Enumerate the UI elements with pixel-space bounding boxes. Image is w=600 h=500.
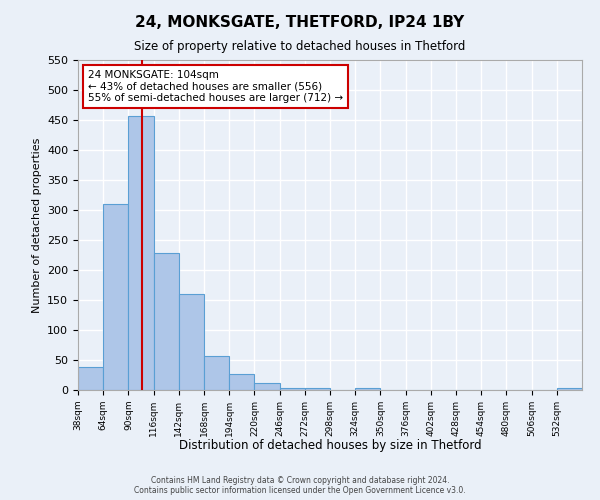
Bar <box>78 367 103 390</box>
Bar <box>557 388 582 390</box>
X-axis label: Distribution of detached houses by size in Thetford: Distribution of detached houses by size … <box>179 439 481 452</box>
Bar <box>154 253 179 390</box>
Text: 24 MONKSGATE: 104sqm
← 43% of detached houses are smaller (556)
55% of semi-deta: 24 MONKSGATE: 104sqm ← 43% of detached h… <box>88 70 343 103</box>
Text: Size of property relative to detached houses in Thetford: Size of property relative to detached ho… <box>134 40 466 53</box>
Y-axis label: Number of detached properties: Number of detached properties <box>32 138 41 312</box>
Bar <box>103 204 128 390</box>
Bar <box>355 388 380 390</box>
Bar <box>254 383 280 390</box>
Bar <box>128 116 154 390</box>
Bar <box>229 374 254 390</box>
Bar <box>179 294 204 390</box>
Text: 24, MONKSGATE, THETFORD, IP24 1BY: 24, MONKSGATE, THETFORD, IP24 1BY <box>136 15 464 30</box>
Bar <box>204 356 229 390</box>
Bar <box>305 388 330 390</box>
Text: Contains HM Land Registry data © Crown copyright and database right 2024.
Contai: Contains HM Land Registry data © Crown c… <box>134 476 466 495</box>
Bar <box>280 388 305 390</box>
